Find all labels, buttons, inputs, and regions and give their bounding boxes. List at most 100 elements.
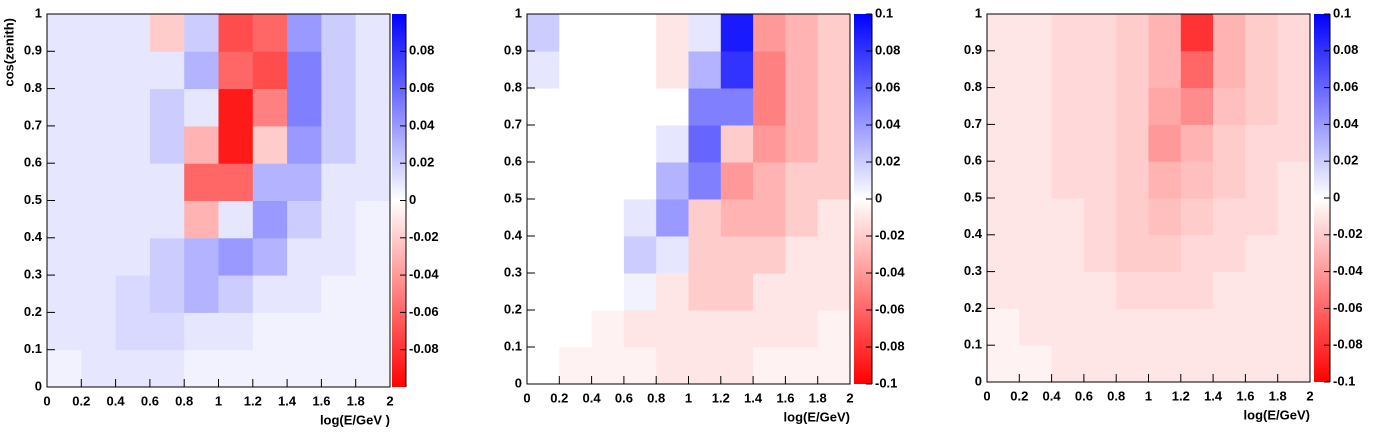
heatmap-cell	[1148, 234, 1182, 273]
heatmap-cell	[1051, 124, 1085, 162]
colorbar-tick-label: -0.06	[875, 301, 905, 316]
heatmap-cell	[1116, 271, 1149, 309]
heatmap-cell	[1116, 234, 1149, 273]
heatmap-cell	[1019, 161, 1053, 199]
heatmap-cell	[287, 125, 322, 164]
heatmap-cell	[527, 88, 560, 126]
heatmap-cell	[623, 14, 657, 52]
heatmap-cell	[47, 14, 82, 52]
heatmap-cell	[1051, 234, 1085, 273]
heatmap-cell	[559, 199, 593, 237]
heatmap-cell	[321, 125, 357, 164]
heatmap-cell	[1245, 50, 1279, 89]
heatmap-cell	[115, 51, 151, 90]
heatmap-cell	[527, 125, 560, 163]
heatmap-cell	[1180, 198, 1214, 236]
heatmap-cell	[81, 51, 117, 90]
heatmap-cell	[1180, 308, 1214, 346]
heatmap-cell	[688, 14, 722, 52]
colorbar-tick-label: 0.02	[875, 153, 900, 168]
heatmap-cell	[1116, 198, 1149, 236]
heatmap-cell	[287, 200, 322, 239]
colorbar-tick-label: -0.1	[875, 375, 897, 390]
heatmap-cell	[1083, 161, 1117, 199]
heatmap-cell	[1213, 345, 1246, 383]
heatmap-cell	[355, 349, 391, 388]
heatmap-cell	[1019, 271, 1053, 309]
heatmap-cell	[987, 234, 1020, 273]
heatmap-cell	[355, 237, 391, 276]
x-tick-label: 0.6	[615, 390, 633, 405]
y-tick-label: 0.7	[24, 117, 42, 132]
heatmap-cell	[785, 162, 819, 200]
heatmap-cell	[1245, 271, 1279, 309]
heatmap-cell	[559, 347, 593, 385]
heatmap-cell	[218, 88, 254, 127]
heatmap-cell	[47, 163, 82, 201]
colorbar-tick-label: 0.08	[1333, 42, 1358, 57]
y-tick-label: 0.4	[964, 226, 983, 241]
heatmap-cell	[321, 349, 357, 388]
heatmap-cell	[115, 125, 151, 164]
heatmap-cell	[1277, 345, 1311, 383]
y-tick-label: 0.8	[504, 79, 522, 94]
heatmap-cell	[1148, 345, 1182, 383]
heatmap-cell	[218, 200, 254, 239]
heatmap-cell	[115, 88, 151, 127]
heatmap-cell	[81, 14, 117, 52]
heatmap-cell	[623, 88, 657, 126]
x-tick-label: 0.6	[141, 393, 159, 408]
heatmap-cell	[720, 199, 754, 237]
colorbar-tick-label: -0.04	[1333, 263, 1363, 278]
heatmap-cell	[115, 312, 151, 351]
y-tick-label: 0.3	[964, 263, 982, 278]
heatmap-cell	[688, 162, 722, 200]
heatmap-cell	[623, 51, 657, 89]
x-tick-label: 1.6	[312, 393, 330, 408]
heatmap-cell	[321, 275, 357, 313]
colorbar-tick-label: 0.08	[409, 43, 434, 58]
heatmap-cell	[527, 273, 560, 311]
heatmap-cell	[753, 199, 786, 237]
y-tick-label: 0	[35, 378, 42, 393]
heatmap-cell	[252, 275, 288, 313]
heatmap-cell	[355, 51, 391, 90]
colorbar-tick-label: 0.04	[409, 117, 435, 132]
x-tick-label: 1.8	[809, 390, 827, 405]
heatmap-cell	[1180, 50, 1214, 89]
y-tick-label: 0.8	[24, 80, 42, 95]
heatmap-cell	[321, 237, 357, 276]
x-tick-label: 0.4	[583, 390, 602, 405]
x-tick-label: 0.8	[647, 390, 665, 405]
heatmap-cell	[623, 199, 657, 237]
x-axis-title: log(E/GeV)	[784, 409, 850, 424]
heatmap-cell	[1213, 87, 1246, 125]
x-axis-title: log(E/GeV )	[320, 412, 390, 427]
heatmap-cell	[527, 236, 560, 274]
heatmap-cell	[47, 88, 82, 127]
heatmap-cell	[321, 163, 357, 201]
colorbar-tick-label: -0.04	[409, 267, 439, 282]
heatmap-cell	[47, 125, 82, 164]
heatmap-cell	[1116, 161, 1149, 199]
y-tick-label: 0.3	[24, 267, 42, 282]
heatmap-cell	[1051, 87, 1085, 125]
heatmap-cell	[1148, 124, 1182, 162]
heatmap-cell	[115, 349, 151, 388]
heatmap-cell	[287, 312, 322, 351]
heatmap-cell	[559, 51, 593, 89]
heatmap-cell	[720, 14, 754, 52]
heatmap-cell	[1019, 124, 1053, 162]
heatmap-cell	[81, 88, 117, 127]
y-tick-label: 1	[35, 5, 42, 20]
heatmap-cell	[355, 275, 391, 313]
heatmap-cell	[591, 125, 625, 163]
heatmap-cell	[1083, 14, 1117, 52]
heatmap-cell	[1180, 271, 1214, 309]
heatmap-cell	[1148, 271, 1182, 309]
heatmap-cell	[81, 237, 117, 276]
heatmap-cell	[987, 124, 1020, 162]
heatmap-cell	[753, 273, 786, 311]
heatmap-cell	[656, 236, 689, 274]
heatmap-cell	[1245, 161, 1279, 199]
